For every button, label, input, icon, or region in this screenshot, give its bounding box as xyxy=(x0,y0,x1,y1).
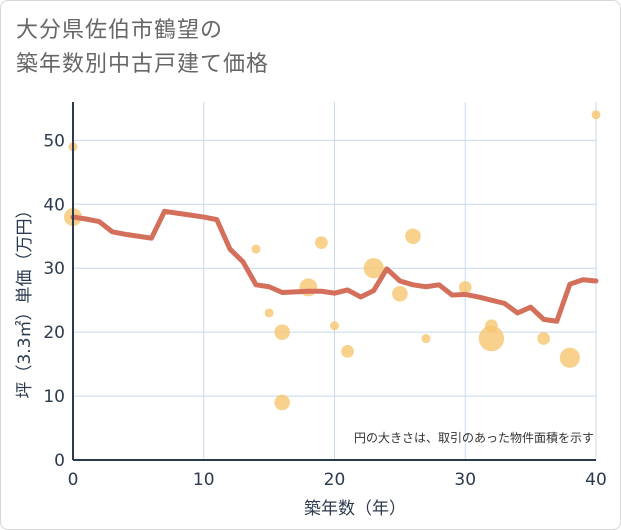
bubble-point xyxy=(405,228,421,245)
y-axis-label: 坪（3.3㎡）単価（万円） xyxy=(15,201,35,398)
x-tick-label: 40 xyxy=(585,470,607,490)
bubble-point xyxy=(421,334,431,344)
chart-note: 円の大きさは、取引のあった物件面積を示す xyxy=(354,430,594,445)
average-line-series xyxy=(70,208,599,324)
x-axis-label: 築年数（年） xyxy=(304,499,406,519)
tick-labels: 0 10 20 30 40 0 10 20 30 40 50 xyxy=(43,131,606,490)
bubble-series xyxy=(64,110,601,411)
x-tick-label: 20 xyxy=(324,470,346,490)
x-tick-label: 0 xyxy=(68,470,79,490)
average-line xyxy=(70,208,599,324)
bubble-point xyxy=(274,394,290,411)
y-tick-label: 20 xyxy=(43,323,65,343)
y-tick-label: 10 xyxy=(43,387,65,407)
bubble-point xyxy=(264,308,274,318)
chart-title-line-2: 築年数別中古戸建て価格 xyxy=(16,52,270,77)
bubble-point xyxy=(341,344,354,358)
bubble-point xyxy=(458,281,472,294)
bubble-point xyxy=(363,258,384,279)
x-tick-label: 10 xyxy=(193,470,215,490)
axes xyxy=(72,102,596,461)
y-tick-label: 50 xyxy=(43,131,65,151)
chart-title-line-1: 大分県佐伯市鶴望の xyxy=(16,18,224,43)
x-tick-label: 30 xyxy=(454,470,476,490)
bubble-point xyxy=(315,236,328,250)
bubble-point xyxy=(591,110,601,120)
bubble-point xyxy=(274,324,290,340)
y-tick-label: 30 xyxy=(43,259,65,279)
bubble-point xyxy=(251,244,261,254)
bubble-point xyxy=(330,321,339,331)
y-tick-label: 0 xyxy=(54,451,65,471)
bubble-point xyxy=(392,285,408,302)
bubble-point xyxy=(478,325,505,352)
y-tick-label: 40 xyxy=(43,195,65,215)
grid-lines xyxy=(73,102,597,460)
chart-title: 大分県佐伯市鶴望の 築年数別中古戸建て価格 xyxy=(16,14,269,82)
bubble-point xyxy=(559,347,580,368)
bubble-point xyxy=(537,332,551,345)
